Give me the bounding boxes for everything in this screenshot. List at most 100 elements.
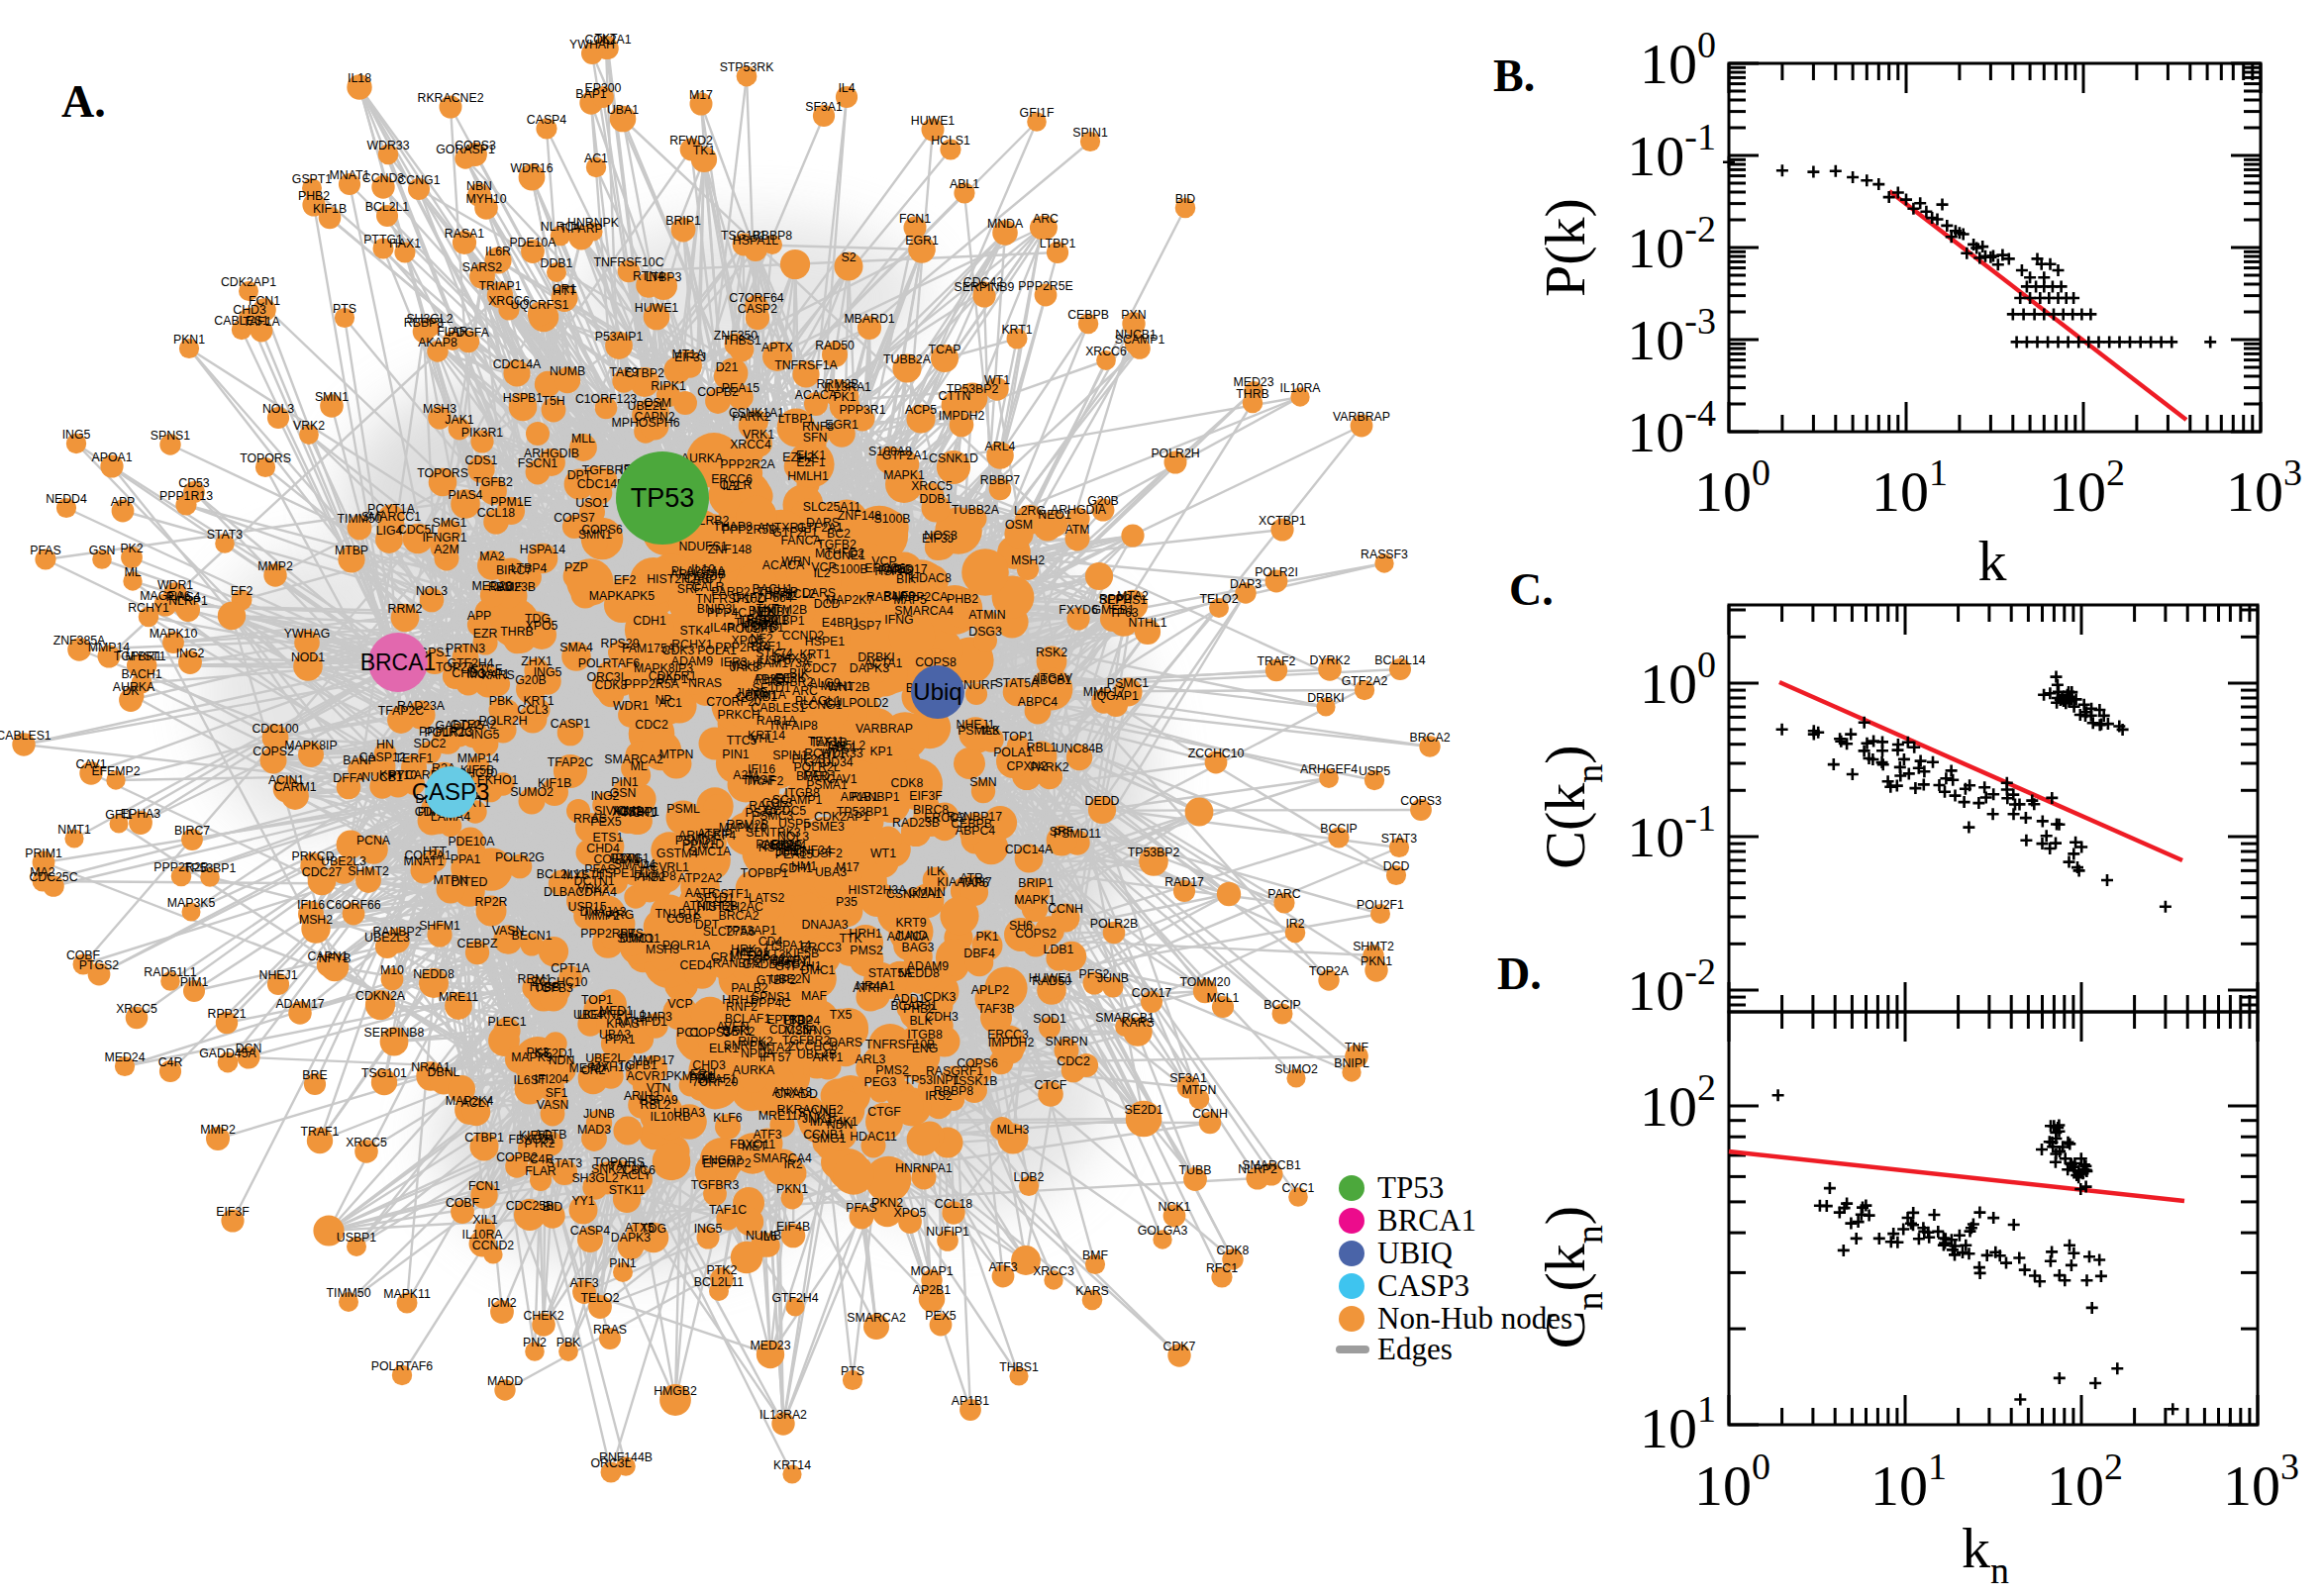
svg-text:CEBPB: CEBPB <box>1067 308 1109 322</box>
svg-text:RAB4A: RAB4A <box>866 590 907 604</box>
svg-text:GORASP1: GORASP1 <box>436 143 495 156</box>
svg-text:ATF3: ATF3 <box>988 1260 1017 1274</box>
svg-text:MTPN: MTPN <box>659 748 694 761</box>
svg-text:VASN: VASN <box>492 924 525 938</box>
svg-text:TUBB: TUBB <box>1179 1163 1212 1177</box>
svg-text:IL10RA: IL10RA <box>1279 381 1321 395</box>
svg-text:TP53: TP53 <box>631 483 695 513</box>
svg-text:EP300: EP300 <box>585 81 622 95</box>
svg-text:DEDD: DEDD <box>1085 794 1120 808</box>
svg-text:ATP2A2: ATP2A2 <box>678 871 723 885</box>
svg-text:MADD: MADD <box>487 1374 523 1388</box>
svg-text:NOD1: NOD1 <box>291 650 325 664</box>
svg-text:BRIP1: BRIP1 <box>1018 876 1054 890</box>
svg-text:DCD: DCD <box>1383 859 1410 873</box>
svg-text:RKRACNE2: RKRACNE2 <box>777 1103 844 1117</box>
svg-text:SPIN1: SPIN1 <box>1072 126 1108 140</box>
svg-text:ACLY: ACLY <box>460 1096 491 1110</box>
svg-text:PBK: PBK <box>556 1336 581 1349</box>
svg-text:GSTM4: GSTM4 <box>656 847 699 860</box>
svg-text:C.: C. <box>1509 564 1554 615</box>
svg-text:VARBRAP: VARBRAP <box>856 722 913 736</box>
svg-text:PPA1: PPA1 <box>605 1033 636 1047</box>
svg-text:PPP2R2B: PPP2R2B <box>153 860 208 874</box>
svg-text:BRIP1: BRIP1 <box>665 214 701 228</box>
svg-text:WDR1: WDR1 <box>613 699 649 713</box>
svg-text:RASA1: RASA1 <box>445 227 484 241</box>
svg-text:IR2: IR2 <box>1285 917 1304 931</box>
svg-text:NUCB1: NUCB1 <box>1115 328 1157 342</box>
svg-text:PDGFA: PDGFA <box>448 326 489 340</box>
svg-text:HSPA14: HSPA14 <box>520 543 565 556</box>
svg-text:CEBPB: CEBPB <box>951 817 992 831</box>
svg-text:IFNGR1: IFNGR1 <box>422 531 466 545</box>
svg-text:SPNS1: SPNS1 <box>752 990 791 1004</box>
svg-text:B.: B. <box>1493 50 1535 101</box>
svg-text:XRCC5: XRCC5 <box>116 1002 157 1016</box>
svg-text:PK2: PK2 <box>120 542 143 555</box>
svg-text:CARM1: CARM1 <box>273 780 316 794</box>
svg-text:KARS: KARS <box>481 668 515 682</box>
svg-text:CAV1: CAV1 <box>75 757 106 771</box>
svg-text:KRT14: KRT14 <box>773 1458 811 1472</box>
svg-text:XRCC5: XRCC5 <box>346 1136 387 1149</box>
svg-text:HN: HN <box>376 738 394 751</box>
svg-text:BCCIP: BCCIP <box>1263 998 1301 1012</box>
svg-text:CDC42: CDC42 <box>963 275 1003 289</box>
svg-text:JUNB: JUNB <box>583 1107 615 1121</box>
svg-text:ERCC3: ERCC3 <box>987 1028 1029 1042</box>
svg-text:BAP1: BAP1 <box>656 672 688 686</box>
svg-text:STP53RK: STP53RK <box>720 60 774 74</box>
svg-text:PARC: PARC <box>1267 887 1300 901</box>
svg-text:NUFIP1: NUFIP1 <box>926 1225 969 1239</box>
svg-text:EIF4B: EIF4B <box>776 1220 810 1234</box>
svg-text:APP: APP <box>467 609 492 623</box>
svg-text:BACH1: BACH1 <box>752 582 792 596</box>
svg-text:BCL2L11: BCL2L11 <box>694 1275 745 1289</box>
svg-text:RPP21: RPP21 <box>208 1007 247 1021</box>
svg-text:IL4: IL4 <box>838 81 855 95</box>
svg-text:PKN1: PKN1 <box>173 333 205 347</box>
svg-text:CDS1: CDS1 <box>465 453 498 467</box>
svg-text:TFAP2C: TFAP2C <box>378 704 425 718</box>
svg-text:KARS: KARS <box>1121 1016 1155 1030</box>
svg-text:LDB2: LDB2 <box>1014 1170 1045 1184</box>
svg-text:MAPK8IP: MAPK8IP <box>284 739 337 752</box>
svg-text:RP2R: RP2R <box>475 895 508 909</box>
svg-text:IL6ST: IL6ST <box>514 1073 547 1087</box>
svg-text:XCTBP1: XCTBP1 <box>612 805 659 819</box>
svg-text:PHB2: PHB2 <box>947 592 978 606</box>
svg-text:TNFRSF1A: TNFRSF1A <box>774 358 838 372</box>
svg-text:SERPINB8: SERPINB8 <box>364 1026 425 1040</box>
svg-text:POLR2B: POLR2B <box>1090 917 1139 931</box>
svg-text:TK1: TK1 <box>693 144 716 157</box>
svg-text:TAF6: TAF6 <box>960 876 988 890</box>
svg-text:ADAM9: ADAM9 <box>671 654 714 668</box>
svg-text:PIK3R1: PIK3R1 <box>461 426 504 440</box>
svg-text:EZR: EZR <box>473 627 498 641</box>
svg-text:HUWE1: HUWE1 <box>635 301 679 315</box>
svg-text:LATS2: LATS2 <box>749 891 785 905</box>
svg-text:CDC14A: CDC14A <box>1005 843 1054 856</box>
svg-text:P35: P35 <box>836 895 858 909</box>
svg-text:MTA2: MTA2 <box>1117 589 1149 603</box>
svg-text:PCNA: PCNA <box>356 834 391 848</box>
svg-text:HIST2H3A: HIST2H3A <box>849 883 908 897</box>
svg-text:ABPC4: ABPC4 <box>1018 695 1058 709</box>
svg-text:CPT1A: CPT1A <box>551 961 590 975</box>
svg-text:PTGS2: PTGS2 <box>79 958 119 972</box>
svg-text:DFFA: DFFA <box>333 771 364 785</box>
svg-text:UBA1: UBA1 <box>607 103 639 117</box>
svg-text:PHB2: PHB2 <box>634 870 665 884</box>
svg-text:JUND: JUND <box>895 929 928 943</box>
svg-text:MED1: MED1 <box>736 946 769 959</box>
svg-text:NEDD8: NEDD8 <box>413 967 454 981</box>
svg-text:BANP: BANP <box>343 753 376 767</box>
svg-text:ACP5: ACP5 <box>905 403 937 417</box>
svg-text:NDN: NDN <box>549 1053 575 1067</box>
svg-text:CASP4: CASP4 <box>527 113 566 127</box>
svg-text:NOL3: NOL3 <box>262 402 294 416</box>
svg-text:TRAF1: TRAF1 <box>301 1125 340 1139</box>
svg-text:C1ORF123: C1ORF123 <box>575 392 637 406</box>
svg-text:AURKA: AURKA <box>733 1063 775 1077</box>
